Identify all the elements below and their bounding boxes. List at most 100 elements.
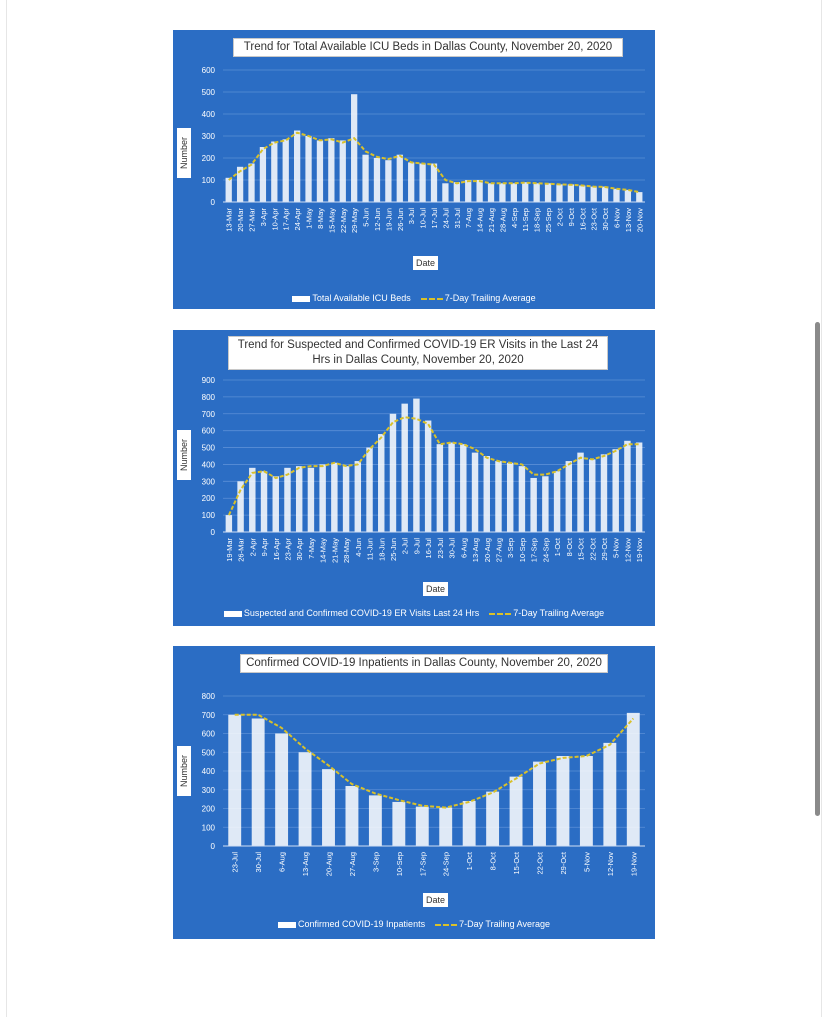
y-tick-label: 300 [202, 132, 216, 141]
data-bar [624, 189, 632, 202]
x-tick-label: 24-Apr [293, 208, 302, 231]
data-bar [373, 158, 381, 202]
x-tick-label: 14-May [319, 538, 328, 563]
x-tick-label: 10-Apr [270, 208, 279, 231]
data-bar [345, 786, 359, 846]
data-bar [533, 183, 540, 202]
x-tick-label: 12-Jun [373, 208, 382, 231]
x-tick-label: 9-Apr [260, 538, 269, 557]
x-tick-label: 4-Sep [510, 208, 519, 228]
data-bar [556, 184, 563, 202]
chart-title: Trend for Total Available ICU Beds in Da… [233, 38, 623, 57]
data-bar [272, 476, 279, 532]
y-tick-label: 100 [202, 511, 216, 520]
x-tick-label: 16-Apr [272, 538, 281, 561]
data-bar [603, 742, 617, 846]
y-tick-label: 600 [202, 66, 216, 75]
x-tick-label: 6-Aug [459, 538, 468, 558]
x-tick-label: 19-Mar [225, 538, 234, 562]
data-bar [486, 791, 500, 846]
data-bar [408, 162, 415, 202]
x-tick-label: 8-Oct [489, 851, 498, 870]
x-tick-label: 29-Oct [600, 537, 609, 560]
data-bar [419, 163, 426, 202]
y-tick-label: 200 [202, 805, 216, 814]
legend-item-bars: Total Available ICU Beds [292, 293, 411, 303]
data-bar [396, 154, 403, 202]
x-tick-label: 8-Oct [565, 537, 574, 556]
x-tick-label: 30-Jul [448, 538, 457, 559]
data-bar [453, 182, 460, 202]
page-left-border [6, 0, 7, 1017]
scrollbar-thumb[interactable] [815, 322, 820, 816]
data-bar [462, 801, 476, 846]
data-bar [293, 130, 301, 202]
data-bar [392, 801, 406, 846]
y-tick-label: 500 [202, 444, 216, 453]
data-bar [413, 398, 420, 532]
inpatients-plot: 0 100 200 300 400 500 600 700 800 23-Jul 30-Jul 6-A… [202, 692, 645, 876]
chart-title: Trend for Suspected and Confirmed COVID-… [228, 336, 608, 370]
x-tick-label: 3-Apr [259, 208, 268, 227]
data-bar [635, 442, 643, 532]
legend-label: 7-Day Trailing Average [513, 608, 605, 618]
legend-label: 7-Day Trailing Average [444, 293, 536, 303]
x-tick-label: 1-May [305, 208, 314, 229]
y-tick-label: 300 [202, 786, 216, 795]
data-bar [589, 459, 596, 532]
x-tick-label: 27-Aug [348, 852, 357, 876]
x-tick-label: 23-Jul [436, 538, 445, 559]
data-bar [342, 466, 350, 532]
y-tick-label: 0 [211, 842, 216, 851]
y-tick-label: 0 [211, 198, 216, 207]
trailing-average-line [227, 416, 640, 516]
legend-label: Total Available ICU Beds [312, 293, 411, 303]
data-bar [319, 464, 326, 532]
x-tick-label: 9-Jul [412, 538, 421, 555]
data-bar [368, 795, 382, 846]
x-tick-label: 1-Oct [465, 851, 474, 870]
data-bar [510, 183, 517, 202]
x-tick-label: 3-Sep [371, 852, 380, 872]
data-bar [442, 183, 449, 202]
x-tick-label: 16-Jul [424, 538, 433, 559]
data-bar [613, 188, 620, 202]
legend-label: Suspected and Confirmed COVID-19 ER Visi… [243, 608, 480, 618]
data-bar [415, 806, 429, 846]
legend-item-average: 7-Day Trailing Average [489, 608, 604, 618]
er-visits-plot: 0 100 200 300 400 500 600 700 800 900 19-Mar 26-Mar… [202, 376, 645, 563]
data-bar [436, 444, 444, 532]
legend-item-bars: Suspected and Confirmed COVID-19 ER Visi… [223, 608, 480, 618]
legend-label: Confirmed COVID-19 Inpatients [298, 919, 426, 929]
data-bar [260, 471, 268, 532]
x-tick-label: 13-Aug [471, 538, 480, 562]
x-tick-label: 23-Apr [283, 538, 292, 561]
data-bar [439, 807, 453, 846]
trailing-average-line [234, 713, 635, 809]
legend-line-swatch [420, 297, 443, 300]
y-tick-label: 100 [202, 176, 216, 185]
x-axis-label: Date [423, 582, 449, 596]
data-bar [284, 467, 291, 532]
legend-item-bars: Confirmed COVID-19 Inpatients [278, 919, 425, 929]
y-tick-label: 600 [202, 427, 216, 436]
y-tick-label: 400 [202, 767, 216, 776]
data-bar [495, 461, 502, 532]
x-tick-label: 15-Oct [577, 537, 586, 560]
data-bar [579, 756, 593, 846]
legend-label: 7-Day Trailing Average [459, 919, 550, 929]
x-tick-label: 11-Sep [521, 208, 530, 232]
x-tick-label: 5-Nov [582, 852, 591, 872]
x-tick-label: 27-Aug [494, 538, 503, 562]
data-bar [483, 456, 490, 532]
x-tick-label: 18-Sep [533, 208, 542, 232]
y-tick-label: 100 [202, 823, 216, 832]
data-bar [624, 440, 631, 532]
y-tick-label: 600 [202, 730, 216, 739]
x-tick-label: 19-Jun [384, 208, 393, 231]
data-bar [590, 186, 597, 202]
x-tick-label: 20-Aug [325, 852, 334, 876]
y-tick-label: 400 [202, 460, 216, 469]
x-tick-label: 20-Mar [236, 208, 245, 232]
data-bar [362, 154, 369, 202]
